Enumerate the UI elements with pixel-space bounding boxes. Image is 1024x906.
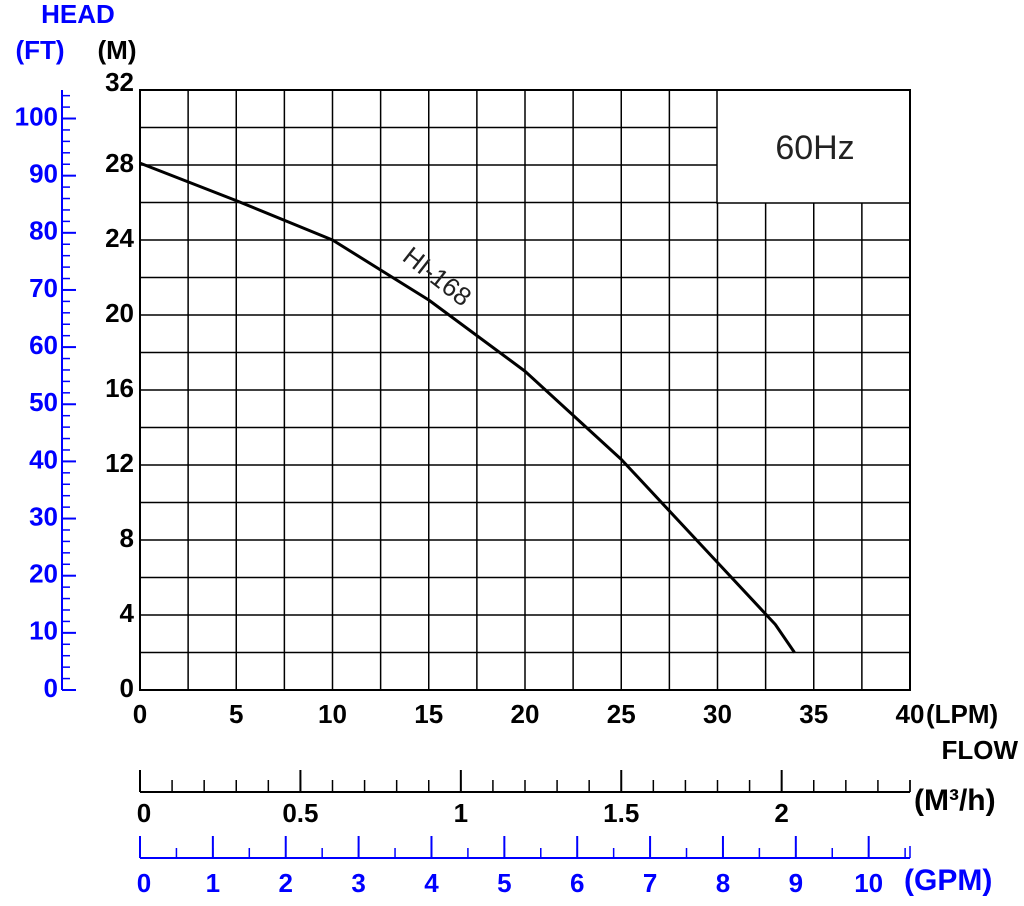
x-tick-label: 5 [229,699,243,729]
x-tick-label: 15 [414,699,443,729]
y2-tick-label: 100 [15,101,58,131]
secondary-x-tick-label: 8 [716,868,730,898]
secondary-x-tick-label: 1 [206,868,220,898]
secondary-x-tick-label: 4 [424,868,439,898]
secondary-x-unit-label: (GPM) [904,864,992,897]
y2-tick-label: 20 [29,559,58,589]
x-tick-label: 35 [799,699,828,729]
x-tick-label: 20 [511,699,540,729]
y-tick-label: 12 [105,448,134,478]
y2-tick-label: 80 [29,216,58,246]
y-tick-label: 4 [120,598,135,628]
x-unit-label: (LPM) [926,699,998,729]
x-tick-label: 0 [133,699,147,729]
series-line [139,161,796,654]
y2-tick-label: 70 [29,273,58,303]
secondary-x-tick-label: 10 [854,868,883,898]
plot-frame [139,89,911,691]
y-tick-label: 8 [120,523,134,553]
series-label: HI-168 [397,240,477,312]
secondary-x-tick-label: 2 [279,868,293,898]
secondary-x-tick-label: 6 [570,868,584,898]
secondary-x-tick-label: 9 [789,868,803,898]
y-axis-label: (M) [98,35,137,65]
y2-tick-label: 40 [29,444,58,474]
secondary-x-tick-label: 3 [351,868,365,898]
y-tick-label: 32 [105,67,134,97]
y2-tick-label: 30 [29,501,58,531]
secondary-x-tick-label: 5 [497,868,511,898]
secondary-x-tick-label: 0.5 [282,798,318,828]
y-tick-label: 0 [120,673,134,703]
secondary-x-tick-label: 2 [774,798,788,828]
y2-tick-label: 60 [29,330,58,360]
y-tick-label: 16 [105,373,134,403]
x-tick-label: 10 [318,699,347,729]
secondary-x-tick-label: 1.5 [603,798,639,828]
x-axis-label: FLOW [941,735,1018,765]
y2-tick-label: 0 [44,673,58,703]
y-tick-label: 20 [105,298,134,328]
annotation: 60Hz [775,129,854,167]
secondary-x-unit-label: (M³/h) [914,784,996,817]
x-tick-label: 30 [703,699,732,729]
y2-axis-label: (FT) [15,35,64,65]
y-tick-label: 24 [105,223,134,253]
y-tick-label: 28 [105,148,134,178]
secondary-x-tick-label: 0 [137,868,151,898]
secondary-x-tick-label: 7 [643,868,657,898]
y2-tick-label: 90 [29,159,58,189]
x-tick-label: 40 [896,699,925,729]
x-tick-label: 25 [607,699,636,729]
y2-tick-label: 10 [29,616,58,646]
y2-tick-label: 50 [29,387,58,417]
head-label: HEAD [41,0,115,29]
secondary-x-tick-label: 0 [137,798,151,828]
secondary-x-tick-label: 1 [454,798,468,828]
